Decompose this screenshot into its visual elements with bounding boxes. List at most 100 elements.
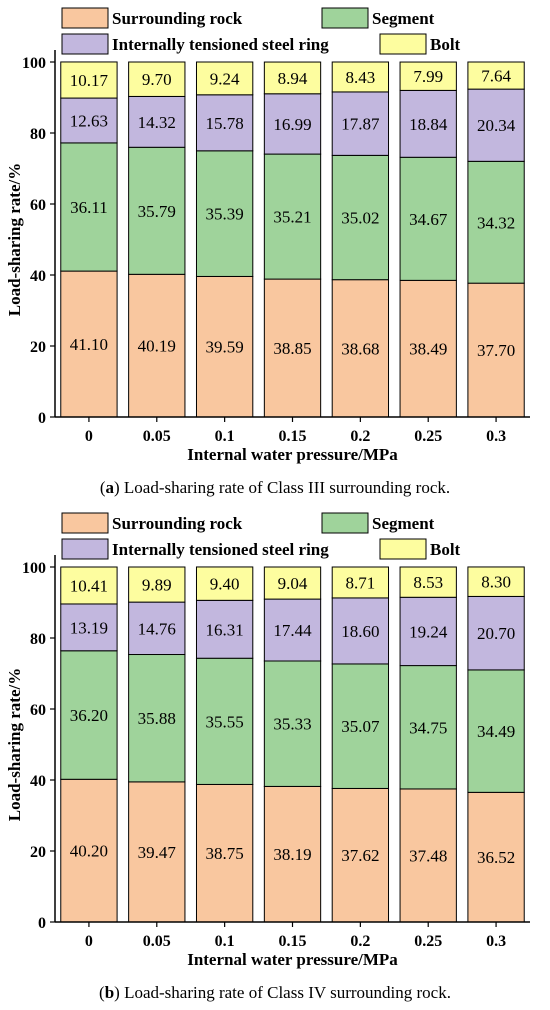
data-label-b-s2-c6: 20.70: [477, 624, 515, 643]
data-label-a-s1-c6: 34.32: [477, 213, 515, 232]
bar-a-s0-c6: [467, 282, 525, 418]
y-tick-label-b-4: 80: [30, 631, 46, 648]
y-tick-label-a-0: 0: [38, 410, 46, 427]
y-tick-label-b-3: 60: [30, 702, 46, 719]
data-label-b-s1-c4: 35.07: [341, 717, 380, 736]
x-tick-label-b-3: 0.15: [279, 933, 307, 950]
bar-a-s3-c0: [60, 61, 118, 99]
legend-swatch-a-0: [61, 7, 109, 29]
bar-b-s2-c5: [399, 596, 457, 667]
data-label-b-s2-c3: 17.44: [273, 621, 312, 640]
bar-b-s3-c4: [331, 566, 390, 599]
x-tick-label-b-1: 0.05: [143, 933, 171, 950]
bar-a-s0-c3: [263, 278, 322, 418]
x-tick-label-a-6: 0.3: [486, 428, 506, 445]
data-label-b-s1-c5: 34.75: [409, 718, 447, 737]
x-tick-label-b-0: 0: [85, 933, 93, 950]
bar-b-s1-c0: [60, 650, 118, 780]
data-label-b-s2-c2: 16.31: [206, 620, 244, 639]
x-axis-label-a: Internal water pressure/MPa: [187, 445, 398, 464]
bar-b-s2-c6: [467, 595, 525, 671]
legend-swatch-b-0: [61, 512, 109, 534]
y-tick-label-a-1: 20: [30, 339, 46, 356]
data-label-b-s0-c1: 39.47: [138, 843, 177, 862]
x-tick-label-b-6: 0.3: [486, 933, 506, 950]
data-label-a-s0-c0: 41.10: [70, 335, 108, 354]
bar-b-s1-c1: [128, 654, 186, 783]
data-label-a-s3-c2: 9.24: [210, 69, 240, 88]
bar-a-s0-c4: [331, 279, 390, 418]
legend-label-a-3: Bolt: [430, 35, 461, 54]
y-tick-label-b-5: 100: [22, 560, 46, 577]
data-label-b-s1-c6: 34.49: [477, 722, 515, 741]
legend-label-b-0: Surrounding rock: [112, 514, 243, 533]
legend-swatch-a-1: [321, 7, 369, 29]
data-label-a-s1-c1: 35.79: [138, 202, 176, 221]
data-label-b-s2-c1: 14.76: [138, 619, 176, 638]
bar-a-s2-c5: [399, 89, 457, 158]
data-label-a-s2-c4: 17.87: [341, 115, 380, 134]
legend-swatch-a-3: [379, 33, 427, 55]
bar-a-s2-c2: [195, 94, 254, 152]
data-label-a-s3-c4: 8.43: [345, 68, 375, 87]
bar-b-s2-c4: [331, 597, 390, 665]
data-label-b-s0-c0: 40.20: [70, 842, 108, 861]
bar-b-s2-c0: [60, 603, 118, 652]
data-label-a-s2-c1: 14.32: [138, 113, 176, 132]
bar-a-s2-c4: [331, 91, 390, 156]
x-tick-label-a-1: 0.05: [143, 428, 171, 445]
data-label-a-s2-c2: 15.78: [206, 114, 244, 133]
data-label-a-s0-c1: 40.19: [138, 337, 176, 356]
caption-b: (b) Load-sharing rate of Class IV surrou…: [99, 983, 451, 1002]
bar-b-s0-c5: [399, 788, 457, 923]
y-tick-label-a-2: 40: [30, 268, 46, 285]
y-tick-label-b-0: 0: [38, 915, 46, 932]
bar-a-s3-c6: [467, 61, 525, 90]
stacked-bar-chart-a: Surrounding rock Segment Internally tensio…: [5, 7, 530, 464]
data-label-a-s2-c5: 18.84: [409, 115, 448, 134]
caption-a-text: ) Load-sharing rate of Class III surroun…: [114, 478, 451, 497]
bar-a-s1-c0: [60, 142, 118, 272]
data-label-a-s0-c6: 37.70: [477, 341, 515, 360]
bar-a-s3-c1: [128, 61, 186, 97]
data-label-b-s3-c5: 8.53: [413, 573, 443, 592]
data-label-b-s1-c2: 35.55: [206, 712, 244, 731]
data-label-b-s1-c1: 35.88: [138, 709, 176, 728]
x-tick-label-a-2: 0.1: [215, 428, 235, 445]
bar-b-s3-c5: [399, 566, 457, 598]
bar-a-s1-c3: [263, 153, 322, 280]
data-label-a-s0-c4: 38.68: [341, 339, 379, 358]
caption-a-label: a: [105, 478, 115, 497]
caption-a: (a) Load-sharing rate of Class III surro…: [99, 478, 451, 497]
x-tick-label-b-4: 0.2: [350, 933, 370, 950]
bar-b-s3-c0: [60, 566, 118, 605]
x-tick-label-b-2: 0.1: [215, 933, 235, 950]
legend-swatch-b-1: [321, 512, 369, 534]
data-label-b-s2-c0: 13.19: [70, 618, 108, 637]
x-tick-label-a-4: 0.2: [350, 428, 370, 445]
bar-b-s3-c6: [467, 566, 525, 597]
data-label-a-s2-c6: 20.34: [477, 116, 516, 135]
legend-label-a-0: Surrounding rock: [112, 9, 243, 28]
data-label-b-s3-c3: 9.04: [278, 574, 308, 593]
x-tick-label-a-3: 0.15: [279, 428, 307, 445]
bar-b-s0-c6: [467, 791, 525, 923]
bar-a-s0-c1: [128, 273, 186, 418]
bar-a-s1-c4: [331, 154, 390, 281]
bar-a-s1-c5: [399, 156, 457, 281]
data-label-a-s3-c6: 7.64: [481, 67, 511, 86]
data-label-b-s0-c6: 36.52: [477, 848, 515, 867]
bar-b-s3-c2: [195, 566, 254, 601]
y-axis-label-b: Load-sharing rate/%: [5, 668, 24, 821]
y-tick-label-b-1: 20: [30, 844, 46, 861]
data-label-a-s3-c5: 7.99: [413, 67, 443, 86]
data-label-a-s3-c1: 9.70: [142, 70, 172, 89]
y-axis-label-a: Load-sharing rate/%: [5, 163, 24, 316]
data-label-a-s0-c2: 39.59: [206, 338, 244, 357]
stacked-bar-chart-b: Surrounding rock Segment Internally tensio…: [5, 512, 530, 969]
data-label-b-s3-c1: 9.89: [142, 576, 172, 595]
data-label-b-s0-c5: 37.48: [409, 846, 447, 865]
bar-a-s0-c5: [399, 279, 457, 418]
legend-label-b-2: Internally tensioned steel ring: [112, 540, 329, 559]
x-tick-label-a-0: 0: [85, 428, 93, 445]
